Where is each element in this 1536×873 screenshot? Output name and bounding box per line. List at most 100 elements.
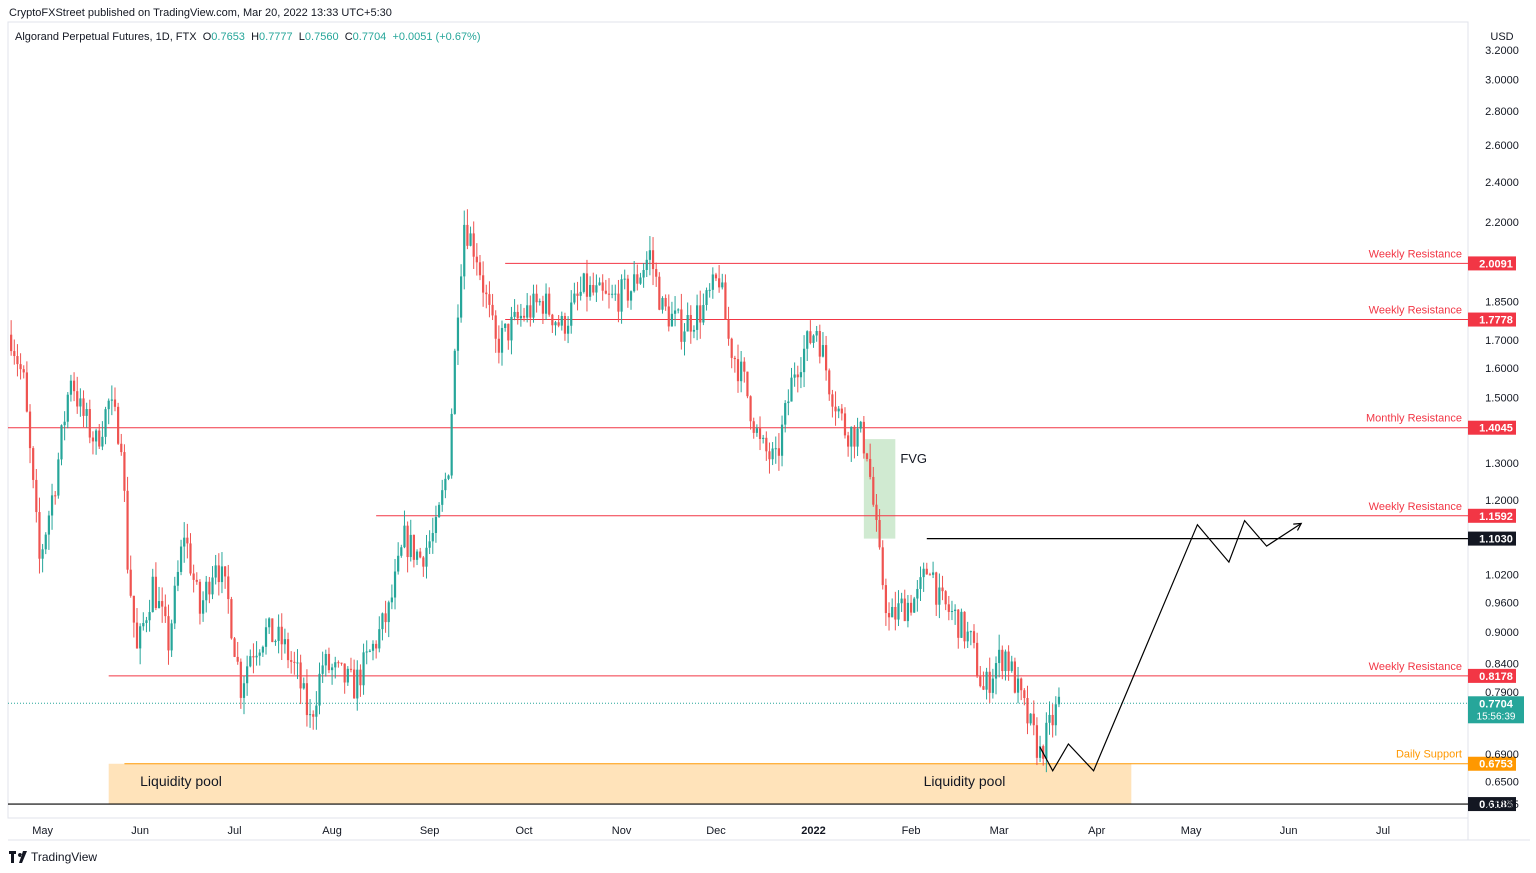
candle-body-165 — [529, 305, 532, 318]
candle-body-186 — [595, 285, 598, 293]
candle-body-219 — [699, 305, 702, 323]
candle-body-285 — [906, 602, 910, 622]
candle-body-213 — [680, 309, 683, 342]
candle-body-112 — [362, 652, 365, 686]
x-tick-2: Jul — [228, 825, 242, 837]
candle-body-235 — [749, 396, 752, 422]
high-label: H — [251, 31, 260, 43]
candle-body-312 — [991, 678, 994, 693]
candle-body-75 — [246, 666, 249, 684]
y-tick-14: 0.9600 — [1485, 597, 1519, 609]
candle-body-114 — [368, 650, 371, 652]
candle-body-162 — [519, 315, 522, 319]
candle-body-250 — [796, 374, 799, 378]
candle-body-322 — [1023, 690, 1026, 699]
level-price-tag-2 — [1468, 420, 1516, 435]
candle-body-38 — [129, 569, 132, 596]
candle-body-212 — [677, 309, 680, 311]
y-tick-10: 1.5000 — [1485, 393, 1519, 405]
candle-body-172 — [551, 314, 554, 326]
candle-body-39 — [132, 595, 135, 623]
candle-body-291 — [925, 568, 928, 575]
candle-body-254 — [809, 331, 812, 343]
candle-body-141 — [453, 350, 456, 414]
candle-body-78 — [255, 655, 258, 658]
candle-body-57 — [189, 543, 192, 574]
candle-body-220 — [702, 304, 705, 323]
candle-body-17 — [63, 421, 66, 426]
candle-body-96 — [312, 714, 315, 717]
candle-body-217 — [692, 329, 696, 332]
candle-body-76 — [249, 656, 252, 667]
candle-body-69 — [227, 576, 230, 600]
zones-layer: Liquidity pool Liquidity pool FVG — [108, 439, 1132, 805]
price-axis[interactable]: 2.0091 1.7778 1.4045 1.1592 1.1030 0.8178 0.67… — [1468, 31, 1524, 812]
candle-body-297 — [944, 591, 947, 605]
candle-body-179 — [573, 293, 576, 303]
candle-body-152 — [488, 294, 491, 305]
candle-body-302 — [960, 611, 963, 638]
candle-body-134 — [431, 533, 434, 542]
candle-body-243 — [774, 448, 777, 450]
candle-body-234 — [746, 371, 749, 397]
level-label-2: Monthly Resistance — [1366, 413, 1462, 425]
candle-body-183 — [585, 273, 589, 297]
candle-body-123 — [397, 555, 400, 572]
level-price-6: 0.6753 — [1479, 759, 1513, 771]
y-tick-9: 1.6000 — [1485, 363, 1519, 375]
candle-body-330 — [1048, 714, 1051, 723]
candle-body-321 — [1020, 678, 1023, 691]
candle-body-175 — [560, 315, 563, 326]
candle-body-161 — [516, 311, 519, 319]
candle-body-283 — [900, 598, 903, 604]
change-value: +0.0051 (+0.67%) — [392, 31, 481, 43]
candle-body-311 — [988, 671, 991, 693]
candle-body-237 — [755, 428, 758, 433]
candle-body-273 — [869, 458, 872, 477]
level-price-tag-3 — [1468, 508, 1516, 523]
candle-body-50 — [167, 616, 170, 651]
candle-body-135 — [434, 516, 438, 534]
candle-body-252 — [802, 348, 806, 373]
x-tick-0: May — [32, 825, 53, 837]
candle-body-233 — [743, 361, 746, 372]
candle-body-34 — [117, 406, 120, 444]
candle-body-239 — [762, 437, 765, 439]
candle-body-14 — [54, 495, 57, 497]
candle-body-272 — [865, 453, 869, 459]
level-price-1: 1.7778 — [1479, 315, 1513, 327]
candle-body-121 — [390, 597, 393, 603]
candle-body-9 — [38, 512, 41, 559]
candle-body-132 — [425, 547, 428, 567]
candle-body-28 — [98, 430, 101, 447]
candle-body-139 — [447, 475, 450, 479]
grid-lines — [7, 21, 1530, 841]
candle-body-113 — [365, 651, 368, 653]
candle-body-168 — [538, 301, 541, 303]
candle-body-245 — [780, 424, 784, 456]
plot-frame — [7, 21, 1469, 819]
last-price-value: 0.7704 — [1479, 698, 1514, 710]
candle-body-289 — [919, 577, 922, 589]
candle-body-109 — [353, 669, 356, 699]
symbol-legend: Algorand Perpetual Futures, 1D, FTX O0.7… — [15, 31, 481, 43]
candle-body-29 — [101, 436, 104, 447]
level-price-5: 0.8178 — [1479, 671, 1513, 683]
level-price-tag-5 — [1468, 668, 1516, 683]
candle-body-1 — [13, 351, 16, 357]
candle-body-248 — [790, 377, 793, 402]
y-tick-12: 1.2000 — [1485, 495, 1519, 507]
candle-body-20 — [72, 380, 76, 392]
y-tick-20: 0.6185 — [1485, 799, 1519, 811]
level-label-0: Weekly Resistance — [1369, 248, 1462, 260]
candle-body-16 — [60, 425, 63, 460]
y-tick-6: 2.2000 — [1485, 217, 1519, 229]
candle-body-185 — [592, 284, 595, 293]
candle-body-128 — [412, 534, 416, 560]
level-price-tag-0 — [1468, 256, 1516, 271]
time-axis[interactable]: May Jun Jul Aug Sep Oct Nov Dec 2022 Feb Mar Apr May… — [32, 825, 1390, 837]
candle-body-84 — [274, 640, 277, 643]
candle-body-324 — [1029, 713, 1032, 724]
candle-body-266 — [847, 435, 850, 447]
